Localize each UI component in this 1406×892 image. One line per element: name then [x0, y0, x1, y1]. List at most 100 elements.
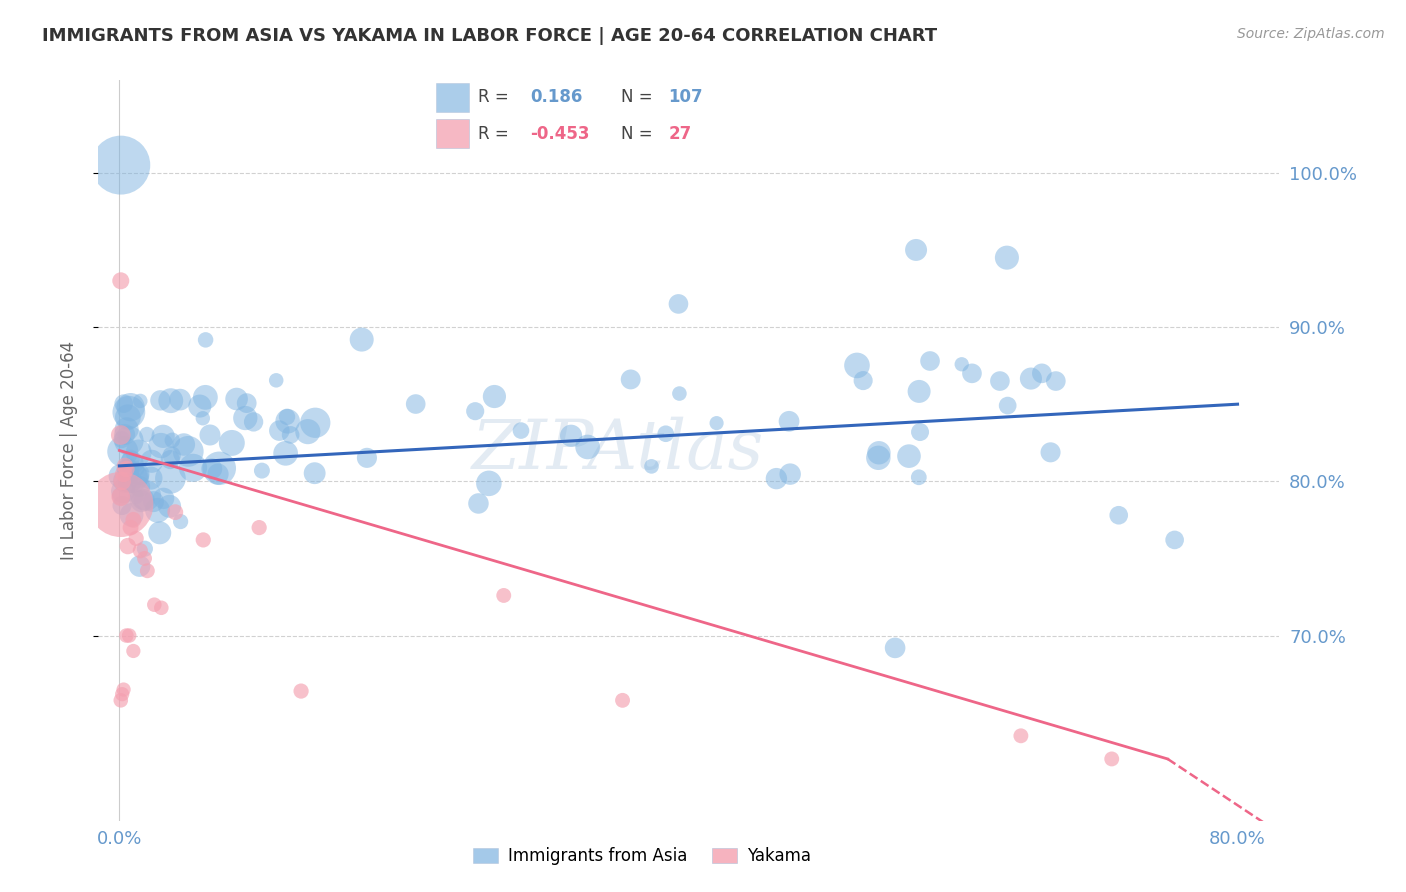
Point [120, 400, 142, 414]
Point [117, 462, 139, 476]
Point [117, 410, 139, 425]
Text: 107: 107 [668, 88, 703, 106]
Point [115, 422, 138, 436]
Point [112, 484, 135, 499]
Bar [436, 83, 470, 112]
Legend: Immigrants from Asia, Yakama: Immigrants from Asia, Yakama [465, 840, 817, 871]
Point [128, 445, 150, 459]
Point [114, 458, 136, 473]
Point [221, 436, 243, 450]
Point [706, 416, 728, 430]
Point [134, 541, 156, 556]
Point [905, 243, 928, 257]
Point [159, 471, 181, 485]
Point [193, 533, 215, 547]
Point [118, 405, 141, 419]
Point [118, 434, 141, 448]
Point [169, 392, 191, 407]
Point [159, 500, 181, 514]
Point [269, 424, 291, 438]
Point [297, 425, 319, 439]
Y-axis label: In Labor Force | Age 20-64: In Labor Force | Age 20-64 [59, 341, 77, 560]
Point [114, 427, 136, 442]
Point [121, 456, 143, 470]
Point [110, 469, 132, 483]
Point [159, 393, 181, 408]
Point [135, 488, 157, 502]
Point [177, 444, 200, 458]
Point [950, 357, 973, 371]
Bar [436, 120, 470, 148]
Point [290, 684, 312, 698]
Point [560, 428, 582, 442]
Text: IMMIGRANTS FROM ASIA VS YAKAMA IN LABOR FORCE | AGE 20-64 CORRELATION CHART: IMMIGRANTS FROM ASIA VS YAKAMA IN LABOR … [42, 27, 938, 45]
Point [304, 466, 326, 480]
Point [162, 434, 184, 448]
Text: N =: N = [621, 125, 652, 143]
Point [110, 490, 132, 504]
Point [868, 446, 890, 460]
Point [884, 640, 907, 655]
Point [846, 359, 869, 373]
Point [129, 543, 152, 558]
Point [117, 539, 139, 553]
Point [1031, 367, 1053, 381]
Point [125, 532, 148, 546]
Point [233, 411, 256, 425]
Point [484, 390, 506, 404]
Point [225, 392, 247, 406]
Point [194, 390, 217, 404]
Point [115, 629, 138, 643]
Point [181, 460, 204, 475]
Text: R =: R = [478, 125, 509, 143]
Point [111, 499, 134, 513]
Point [908, 425, 931, 439]
Point [620, 372, 643, 386]
Point [208, 461, 231, 475]
Point [159, 452, 181, 467]
Point [152, 491, 174, 506]
Point [120, 451, 142, 466]
Point [129, 393, 152, 408]
Point [150, 600, 173, 615]
Text: 0.186: 0.186 [530, 88, 582, 106]
Point [280, 428, 302, 442]
Point [110, 428, 132, 442]
Point [478, 476, 501, 491]
Point [141, 454, 163, 468]
Text: -0.453: -0.453 [530, 125, 589, 143]
Point [1039, 445, 1062, 459]
Point [110, 693, 132, 707]
Point [668, 386, 690, 401]
Point [122, 513, 145, 527]
Point [191, 411, 214, 425]
Point [131, 494, 153, 508]
Point [118, 474, 141, 488]
Point [111, 444, 134, 458]
Point [149, 525, 172, 540]
Point [464, 404, 486, 418]
Point [110, 158, 132, 172]
Point [1010, 729, 1032, 743]
Point [127, 470, 149, 484]
Text: ZIPAtlas: ZIPAtlas [472, 417, 765, 483]
Point [264, 373, 287, 387]
Point [852, 374, 875, 388]
Point [868, 450, 890, 465]
Point [132, 492, 155, 507]
Point [125, 462, 148, 476]
Point [207, 467, 229, 481]
Point [149, 393, 172, 408]
Text: 27: 27 [668, 125, 692, 143]
Point [121, 471, 143, 485]
Point [134, 551, 156, 566]
Point [250, 464, 273, 478]
Point [274, 446, 297, 460]
Point [779, 467, 801, 482]
Point [111, 433, 134, 447]
Point [125, 490, 148, 504]
Point [121, 508, 143, 522]
Point [908, 384, 931, 399]
Point [276, 409, 298, 424]
Point [165, 505, 187, 519]
